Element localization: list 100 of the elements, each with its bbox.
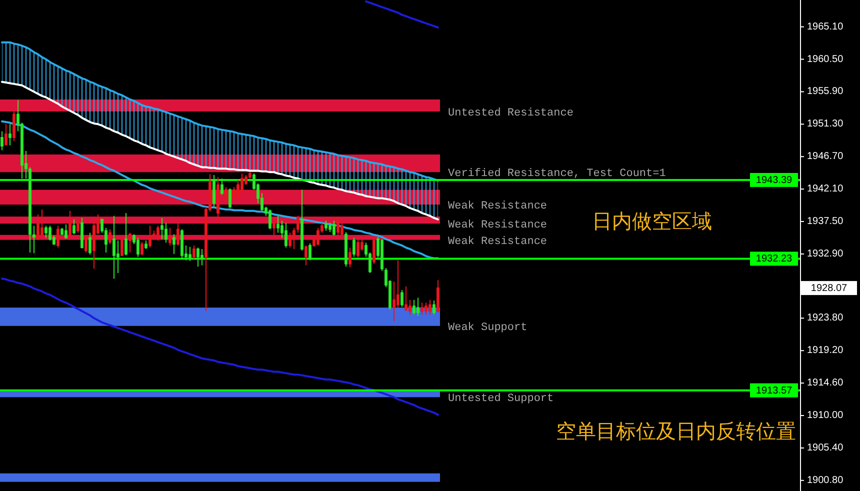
candlestick	[68, 210, 72, 237]
candlestick	[28, 166, 32, 254]
candlestick	[8, 124, 12, 146]
y-tick-label: 1946.70	[807, 151, 844, 162]
candlestick	[36, 214, 40, 240]
y-tick-label: 1932.90	[807, 248, 844, 260]
candlestick	[340, 220, 344, 236]
band-label: Untested Resistance	[448, 107, 574, 120]
y-tick-label: 1923.80	[807, 312, 844, 324]
candlestick	[92, 218, 96, 270]
band-label: Weak Support	[448, 322, 528, 334]
candlestick	[128, 232, 132, 254]
candlestick	[156, 225, 160, 242]
candlestick	[292, 227, 296, 250]
candlestick	[148, 225, 152, 248]
y-tick-label: 1910.00	[807, 410, 844, 422]
y-tick-label: 1942.10	[807, 184, 844, 195]
line-series	[1, 80, 439, 220]
candlestick	[4, 124, 8, 146]
candlestick	[416, 297, 420, 317]
candlestick	[316, 227, 320, 246]
text: 日内做空区域	[592, 209, 712, 233]
candlestick	[288, 232, 292, 248]
candlestick	[436, 280, 440, 314]
candlestick	[332, 220, 336, 236]
candlestick	[240, 173, 244, 194]
candlestick	[424, 302, 428, 316]
ref-line-label: 1943.39	[756, 174, 793, 186]
candlestick	[168, 227, 172, 246]
text: 空单目标位及日内反转位置	[556, 419, 796, 443]
candlestick	[412, 299, 416, 316]
line-series	[1, 278, 439, 416]
band-label: Weak Resistance	[448, 220, 548, 232]
candlestick	[0, 130, 4, 151]
candlestick	[336, 216, 340, 236]
candlestick	[432, 300, 436, 316]
candlestick	[64, 224, 68, 239]
candlestick	[172, 234, 176, 254]
candlestick	[404, 286, 408, 312]
candlestick	[304, 245, 308, 266]
candlestick	[400, 289, 404, 308]
y-tick-label: 1960.50	[807, 54, 844, 65]
text: 1928.07	[810, 283, 848, 294]
candlestick	[276, 215, 280, 234]
candlestick	[308, 242, 312, 261]
y-tick-label: 1919.20	[807, 345, 844, 356]
y-tick-label: 1905.40	[807, 442, 844, 454]
candlestick	[372, 237, 376, 264]
candlestick	[356, 238, 360, 258]
candlestick	[140, 241, 144, 256]
candlestick	[200, 248, 204, 266]
ref-line-label: 1913.57	[756, 385, 793, 396]
candlestick	[188, 246, 192, 262]
candlestick	[180, 228, 184, 260]
candlestick	[120, 237, 124, 257]
y-tick-label: 1965.10	[807, 21, 844, 32]
y-tick-label: 1951.30	[807, 118, 844, 130]
candlestick	[196, 247, 200, 268]
candlestick	[76, 217, 80, 234]
candlestick	[72, 218, 76, 235]
candlestick	[348, 247, 352, 268]
y-tick-label: 1955.90	[807, 86, 844, 98]
candlestick	[160, 217, 164, 240]
band-label: Verified Resistance, Test Count=1	[448, 168, 666, 180]
line-series	[1, 120, 439, 260]
y-tick-label: 1900.80	[807, 474, 844, 486]
candlestick	[272, 217, 276, 236]
candlestick	[44, 225, 48, 238]
candlestick	[56, 225, 60, 248]
candlestick	[84, 235, 88, 254]
candlestick	[176, 222, 180, 246]
candlestick	[40, 209, 44, 237]
candlestick	[192, 245, 196, 260]
candlestick	[88, 232, 92, 256]
candlestick	[108, 228, 112, 245]
candlestick	[284, 222, 288, 248]
candlestick	[300, 189, 304, 251]
candlestick	[216, 176, 220, 222]
band-label: Untested Support	[448, 393, 554, 406]
candlestick	[164, 222, 168, 244]
candlestick	[224, 186, 228, 202]
candlestick	[220, 178, 224, 196]
candlestick	[352, 237, 356, 258]
candlestick	[328, 222, 332, 233]
candlestick	[136, 237, 140, 258]
candlestick	[420, 302, 424, 316]
candlestick	[144, 240, 148, 250]
band-label: Weak Resistance	[448, 236, 548, 248]
y-tick-label: 1914.60	[807, 378, 844, 389]
candlestick	[296, 215, 300, 234]
band-label: Weak Resistance	[448, 200, 548, 213]
candlestick	[124, 212, 128, 256]
line-series	[1, 41, 439, 182]
candlestick	[112, 215, 116, 280]
candlestick	[32, 225, 36, 254]
candlestick	[428, 299, 432, 316]
line-series	[365, 0, 439, 29]
ref-line-label: 1932.23	[756, 254, 793, 265]
candlestick	[212, 174, 216, 208]
y-tick-label: 1937.50	[807, 216, 844, 228]
